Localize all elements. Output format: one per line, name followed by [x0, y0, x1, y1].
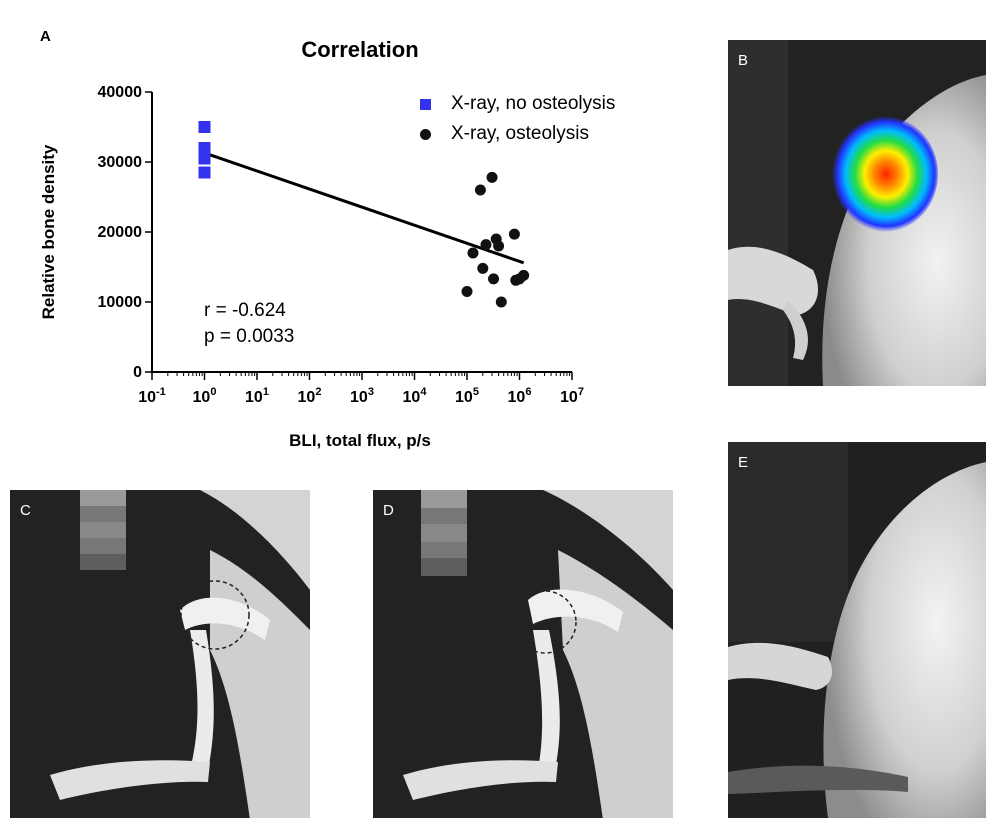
x-tick-label: 103 — [350, 386, 374, 406]
x-tick-label: 105 — [455, 386, 479, 406]
data-point-no-osteolysis — [198, 142, 211, 154]
r-value: r = -0.624 — [204, 300, 286, 321]
y-tick-label: 20000 — [98, 224, 143, 241]
correlation-chart: Correlation 10-1 100 101 102 103 104 105 106 107… — [39, 37, 584, 450]
y-tick-label: 40000 — [98, 84, 143, 101]
panel-label-e: E — [738, 454, 749, 471]
data-point-osteolysis — [488, 273, 500, 285]
chart-title: Correlation — [301, 37, 418, 62]
x-tick-label: 100 — [193, 386, 217, 406]
data-point-osteolysis — [493, 240, 505, 252]
data-point-osteolysis — [461, 286, 473, 297]
data-point-osteolysis — [508, 228, 520, 240]
data-points — [198, 121, 530, 308]
regression-line-group — [204, 151, 525, 265]
data-point-osteolysis — [477, 262, 489, 274]
x-tick-label: 102 — [298, 386, 322, 406]
legend-item-no-osteolysis: X-ray, no osteolysis — [417, 89, 615, 119]
y-tick-label: 10000 — [98, 294, 143, 311]
legend-label: X-ray, osteolysis — [451, 123, 589, 144]
regression-line — [204, 151, 525, 265]
legend-label: X-ray, no osteolysis — [451, 93, 616, 114]
x-tick-label: 101 — [245, 386, 269, 406]
square-marker-icon — [419, 98, 431, 110]
panel-label-c: C — [20, 502, 31, 519]
xray-image-c: C — [10, 490, 310, 818]
correlation-stats: r = -0.624 p = 0.0033 — [204, 298, 294, 350]
x-tick-label: 104 — [403, 386, 428, 406]
y-tick-label: 30000 — [98, 154, 143, 171]
y-tick-label: 0 — [133, 364, 142, 381]
data-point-no-osteolysis — [198, 121, 211, 133]
y-axis-label: Relative bone density — [39, 144, 58, 319]
data-point-osteolysis — [467, 247, 479, 259]
data-point-no-osteolysis — [198, 166, 211, 179]
data-point-osteolysis — [518, 269, 530, 281]
x-tick-label: 107 — [560, 386, 584, 406]
x-tick-label: 10-1 — [138, 386, 166, 406]
data-point-osteolysis — [486, 171, 498, 183]
panel-label-d: D — [383, 502, 394, 519]
x-axis-label: BLI, total flux, p/s — [289, 431, 431, 450]
chart-legend: X-ray, no osteolysis X-ray, osteolysis — [417, 89, 615, 149]
xray-image-d: D — [373, 490, 673, 818]
bioluminescence-image: B — [728, 40, 986, 386]
panel-label-b: B — [738, 52, 749, 69]
circle-marker-icon — [419, 128, 431, 140]
x-axis-ticks: 10-1 100 101 102 103 104 105 106 107 — [138, 372, 584, 406]
legend-item-osteolysis: X-ray, osteolysis — [417, 119, 615, 149]
control-image-e: E — [728, 442, 986, 818]
data-point-osteolysis — [474, 184, 486, 196]
y-axis-ticks: 0 10000 20000 30000 40000 — [98, 84, 152, 381]
data-point-no-osteolysis — [198, 152, 211, 165]
x-tick-label: 106 — [508, 386, 532, 406]
panel-label-a: A — [40, 28, 51, 45]
data-point-osteolysis — [480, 239, 492, 251]
p-value: p = 0.0033 — [204, 326, 295, 347]
data-point-osteolysis — [495, 296, 507, 308]
